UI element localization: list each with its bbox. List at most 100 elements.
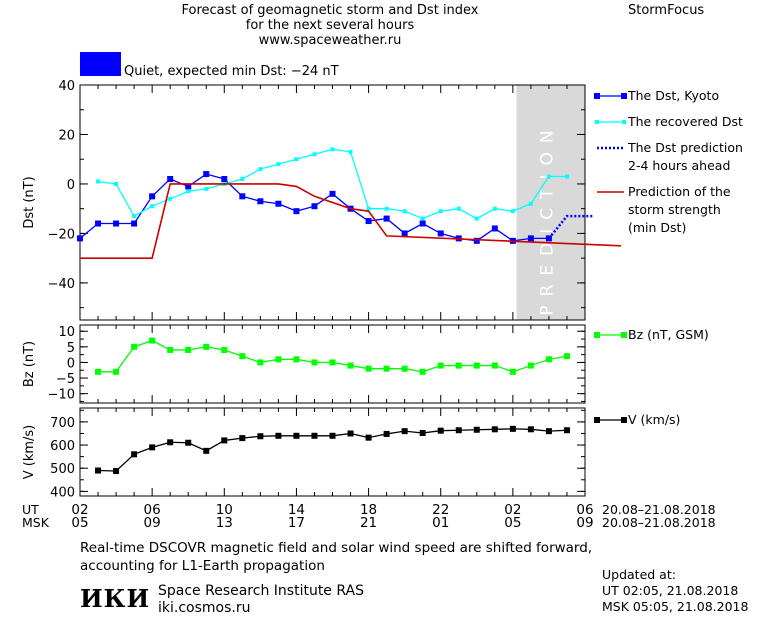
footnote: Real-time DSCOVR magnetic field and sola… bbox=[80, 540, 593, 574]
data-point bbox=[383, 430, 390, 437]
msk-tick-label: 17 bbox=[288, 515, 305, 531]
data-point bbox=[329, 432, 336, 439]
data-point bbox=[384, 206, 389, 211]
legend-label: Bz (nT, GSM) bbox=[628, 327, 709, 342]
data-point bbox=[419, 220, 426, 227]
updated-msk: MSK 05:05, 21.08.2018 bbox=[602, 599, 749, 614]
ut-tick-label: 06 bbox=[576, 502, 593, 518]
series-line-prediction-of-the bbox=[80, 183, 622, 259]
chart-title: Forecast of geomagnetic storm and Dst in… bbox=[120, 3, 540, 48]
msk-tick-label: 13 bbox=[216, 515, 233, 531]
data-point bbox=[473, 362, 480, 369]
data-point bbox=[221, 176, 228, 182]
series-line-the-dst-prediction bbox=[547, 214, 595, 240]
ut-axis-label: UT bbox=[22, 502, 39, 517]
data-point bbox=[366, 206, 371, 211]
data-point bbox=[347, 362, 354, 369]
dst-ytick-label: 40 bbox=[58, 79, 75, 94]
data-point bbox=[167, 346, 174, 353]
data-point bbox=[329, 359, 336, 366]
prediction-band bbox=[516, 85, 585, 320]
data-point bbox=[419, 368, 426, 375]
data-point bbox=[383, 215, 390, 222]
legend-marker bbox=[594, 93, 600, 99]
data-point bbox=[293, 356, 300, 363]
ut-date-range: 20.08–21.08.2018 bbox=[602, 502, 716, 517]
data-point bbox=[437, 427, 444, 434]
v-ytick-label: 600 bbox=[50, 439, 75, 454]
data-point bbox=[312, 152, 317, 157]
data-point bbox=[563, 427, 570, 434]
bz-ytick-label: −5 bbox=[56, 372, 75, 387]
data-point bbox=[149, 444, 156, 451]
data-point bbox=[546, 174, 551, 179]
data-point bbox=[437, 362, 444, 369]
data-point bbox=[311, 432, 318, 439]
data-point bbox=[455, 427, 462, 434]
status-text: Quiet, expected min Dst: −24 nT bbox=[124, 64, 339, 79]
data-point bbox=[473, 237, 480, 244]
v-ytick-label: 400 bbox=[50, 485, 75, 500]
data-point bbox=[293, 208, 300, 215]
legend-label: storm strength bbox=[628, 202, 721, 217]
data-point bbox=[77, 235, 83, 242]
data-point bbox=[528, 201, 533, 206]
data-point bbox=[437, 230, 444, 237]
data-point bbox=[132, 214, 137, 219]
data-point bbox=[150, 204, 155, 209]
msk-tick-label: 05 bbox=[71, 515, 88, 531]
data-point bbox=[203, 171, 210, 178]
v-ylabel: V (km/s) bbox=[22, 425, 37, 480]
data-point bbox=[311, 203, 318, 210]
v-ytick-label: 500 bbox=[50, 462, 75, 477]
data-point bbox=[149, 337, 156, 344]
institute-url[interactable]: iki.cosmos.ru bbox=[158, 600, 251, 616]
data-point bbox=[545, 428, 552, 435]
legend-label: Prediction of the bbox=[628, 184, 731, 199]
data-point bbox=[113, 220, 120, 227]
data-point bbox=[203, 447, 210, 454]
legend-marker bbox=[594, 417, 600, 423]
data-point bbox=[239, 193, 246, 200]
data-point bbox=[509, 425, 516, 432]
prediction-band-text: PREDICTION bbox=[537, 121, 557, 315]
legend-label: The Dst prediction bbox=[627, 140, 743, 155]
institute-name: Space Research Institute RAS bbox=[158, 583, 364, 599]
ut-tick-label: 02 bbox=[71, 502, 88, 518]
data-point bbox=[167, 439, 174, 446]
updated-info: Updated at: UT 02:05, 21.08.2018 MSK 05:… bbox=[602, 567, 748, 615]
legend-marker bbox=[622, 120, 626, 124]
dst-ytick-label: 20 bbox=[58, 128, 75, 143]
legend-label: V (km/s) bbox=[628, 412, 680, 427]
data-point bbox=[491, 362, 498, 369]
v-frame bbox=[79, 407, 586, 497]
data-point bbox=[96, 179, 101, 184]
data-point bbox=[185, 346, 192, 353]
data-point bbox=[383, 365, 390, 372]
legend-label: (min Dst) bbox=[628, 220, 686, 235]
data-point bbox=[438, 209, 443, 214]
data-point bbox=[275, 432, 282, 439]
title-line-1: Forecast of geomagnetic storm and Dst in… bbox=[181, 3, 479, 18]
data-point bbox=[527, 362, 534, 369]
data-point bbox=[509, 368, 516, 375]
data-point bbox=[95, 220, 102, 227]
brand-label: StormFocus bbox=[628, 3, 705, 18]
legend-marker bbox=[621, 417, 627, 423]
legend-marker bbox=[621, 332, 627, 338]
data-point bbox=[401, 230, 408, 237]
ut-tick-label: 22 bbox=[432, 502, 449, 518]
data-point bbox=[240, 177, 245, 181]
ut-tick-label: 14 bbox=[288, 502, 305, 518]
data-point bbox=[348, 149, 353, 154]
dst-ytick-label: 0 bbox=[67, 178, 75, 193]
data-point bbox=[491, 225, 498, 232]
data-point bbox=[563, 353, 570, 360]
msk-tick-label: 01 bbox=[432, 515, 449, 531]
data-point bbox=[114, 181, 119, 186]
data-point bbox=[239, 435, 246, 442]
data-point bbox=[203, 343, 210, 350]
data-point bbox=[401, 365, 408, 372]
bz-ytick-label: 10 bbox=[58, 325, 75, 340]
msk-tick-label: 21 bbox=[360, 515, 377, 531]
